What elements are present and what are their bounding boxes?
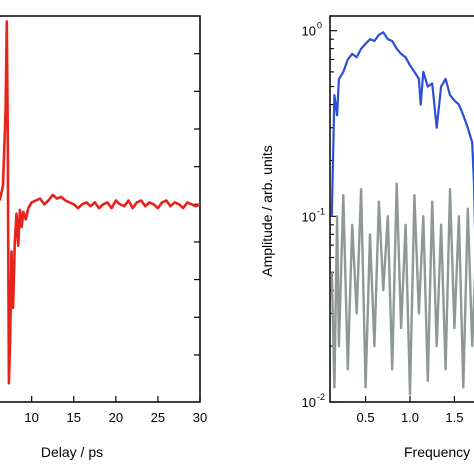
right-x-tick-label: 1.5	[445, 410, 463, 425]
right-plot-frame	[329, 15, 474, 403]
right-y-tick-label: 10	[302, 395, 316, 410]
right-x-tick-label: 0.5	[357, 410, 375, 425]
right-y-tick-exponent: -1	[317, 206, 325, 216]
right-y-tick-exponent: -2	[317, 392, 325, 402]
left-series-group	[0, 20, 201, 385]
left-x-tick-label: 30	[193, 410, 207, 425]
left-plot-frame	[0, 15, 201, 403]
right-x-tick-label: 1.0	[401, 410, 419, 425]
left-x-tick-label: 10	[24, 410, 38, 425]
left-x-axis-label: Delay / ps	[41, 444, 103, 460]
right-y-tick-label: 10	[302, 209, 316, 224]
grey-series-line	[330, 182, 474, 396]
left-x-tick-label: 25	[151, 410, 165, 425]
right-y-tick-label: 10	[302, 24, 316, 39]
right-series-group	[330, 31, 474, 396]
left-axis-ticks: 10 15 20 25 30	[24, 53, 207, 425]
right-y-axis-label: Amplitude / arb. units	[259, 145, 275, 277]
right-y-tick-exponent: 0	[317, 21, 322, 31]
left-x-tick-label: 15	[67, 410, 81, 425]
left-x-tick-label: 20	[109, 410, 123, 425]
left-series-line	[0, 20, 201, 385]
left-chart-panel: 10 15 20 25 30 Delay / ps	[0, 15, 207, 460]
right-x-axis-label: Frequency	[404, 444, 470, 460]
blue-series-line	[330, 31, 474, 232]
